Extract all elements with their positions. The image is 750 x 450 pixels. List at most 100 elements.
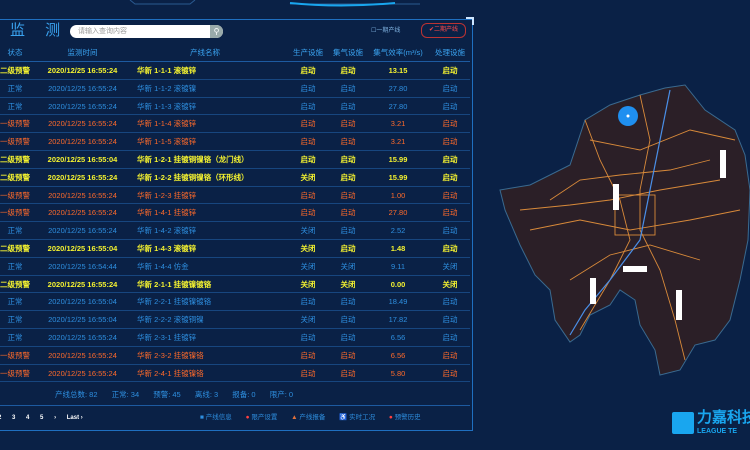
cell-treat: 启动	[442, 297, 458, 307]
cell-eff: 1.48	[390, 244, 406, 253]
cell-name: 华新 2-4-1 挂镀镍铬	[137, 368, 204, 378]
phase1-checkbox[interactable]: ☐一期产线	[371, 27, 400, 35]
cell-prod: 启动	[300, 333, 316, 342]
cell-prod: 启动	[300, 190, 316, 200]
col-name: 产线名称	[190, 48, 220, 57]
cell-time: 2020/12/25 16:55:24	[48, 226, 117, 236]
table-row[interactable]: 一级预警 2020/12/25 16:55:24 华新 2-4-1 挂镀镍铬 启动 启动…	[0, 365, 470, 383]
cell-time: 2020/12/25 16:55:24	[48, 137, 117, 147]
cell-time: 2020/12/25 16:55:24	[48, 368, 117, 378]
table-row[interactable]: 正常 2020/12/25 16:54:44 华新 1-4-4 仿金 关闭 关闭 9.11…	[0, 258, 470, 276]
legend: ■ 产线信息 ● 限产设置 ▲ 产线报备 ♿ 实时工况 ● 预警历史	[200, 413, 433, 422]
cell-prod: 启动	[300, 101, 316, 111]
table-row[interactable]: 一级预警 2020/12/25 16:55:24 华新 1-4-1 挂镀锌 启动 启动 2…	[0, 204, 470, 223]
cell-status: 二级预警	[0, 66, 30, 75]
search-input[interactable]: 请输入查询内容	[78, 28, 127, 35]
table-row[interactable]: 二级预警 2020/12/25 16:55:24 华新 2-1-1 挂镀镍镀铬 关闭 关…	[0, 276, 470, 294]
page-3[interactable]: 3	[12, 415, 16, 421]
table-row[interactable]: 二级预警 2020/12/25 16:55:04 华新 1-4-3 滚镀锌 关闭 启动 1…	[0, 240, 470, 258]
page-2[interactable]: 2	[0, 415, 1, 421]
cell-status: 正常	[7, 333, 23, 342]
table-row[interactable]: 正常 2020/12/25 16:55:04 华新 2-2-2 滚镀铜镍 关闭 启动 17…	[0, 311, 470, 329]
region-map[interactable]	[490, 80, 750, 380]
cell-status: 一级预警	[0, 119, 30, 129]
summary-offline: 离线: 3	[194, 390, 219, 399]
pagination: 2 3 4 5 › Last ›	[0, 414, 92, 422]
search-icon[interactable]: ⚲	[210, 25, 223, 38]
legend-realtime[interactable]: ♿ 实时工况	[339, 414, 375, 421]
legend-limit[interactable]: ● 限产设置	[246, 414, 278, 421]
cell-status: 正常	[7, 83, 23, 93]
page-5[interactable]: 5	[40, 415, 44, 421]
table-row[interactable]: 一级预警 2020/12/25 16:55:24 华新 1-2-3 挂镀锌 启动 启动 1…	[0, 187, 470, 205]
table-row[interactable]: 一级预警 2020/12/25 16:55:24 华新 1-1-4 滚镀锌 启动 启动 3…	[0, 115, 470, 134]
cell-gas: 启动	[340, 83, 356, 93]
cell-time: 2020/12/25 16:55:24	[48, 101, 117, 111]
cell-status: 二级预警	[0, 244, 30, 253]
cell-gas: 启动	[340, 137, 356, 147]
cell-prod: 关闭	[300, 244, 316, 253]
cell-gas: 启动	[340, 101, 356, 111]
cell-time: 2020/12/25 16:55:04	[48, 315, 117, 325]
table-row[interactable]: 二级预警 2020/12/25 16:55:24 华新 1-2-2 挂镀铜镍铬（环形…	[0, 169, 470, 187]
next-page[interactable]: ›	[54, 415, 57, 421]
cell-name: 华新 1-4-2 滚镀锌	[137, 226, 197, 236]
cell-eff: 6.56	[390, 350, 406, 360]
table-row[interactable]: 正常 2020/12/25 16:55:24 华新 1-1-3 滚镀锌 启动 启动 27.…	[0, 98, 470, 116]
table-row[interactable]: 正常 2020/12/25 16:55:24 华新 2-3-1 挂镀锌 启动 启动 6.5…	[0, 329, 470, 347]
table-row[interactable]: 正常 2020/12/25 16:55:24 华新 1-1-2 滚镀镍 启动 启动 27.…	[0, 80, 470, 98]
legend-history[interactable]: ● 预警历史	[389, 414, 421, 421]
stop-circle-icon: ●	[245, 414, 250, 421]
cell-name: 华新 2-3-1 挂镀锌	[137, 333, 197, 342]
cell-prod: 启动	[300, 83, 316, 93]
cell-time: 2020/12/25 16:55:04	[48, 297, 117, 307]
cell-time: 2020/12/25 16:55:24	[48, 208, 117, 218]
cell-treat: 启动	[442, 315, 458, 325]
cell-prod: 关闭	[300, 279, 316, 289]
cell-gas: 启动	[340, 244, 356, 253]
cell-gas: 启动	[340, 350, 356, 360]
cell-gas: 启动	[340, 333, 356, 342]
table-row[interactable]: 二级预警 2020/12/25 16:55:24 华新 1-1-1 滚镀锌 启动 启动 1…	[0, 62, 470, 80]
table-row[interactable]: 正常 2020/12/25 16:55:04 华新 2-2-1 挂镀镍镀铬 启动 启动 1…	[0, 293, 470, 312]
legend-label: 预警历史	[394, 414, 421, 421]
cell-gas: 启动	[340, 66, 356, 75]
table-row[interactable]: 一级预警 2020/12/25 16:55:24 华新 2-3-2 挂镀镍铬 启动 启动…	[0, 347, 470, 365]
table-row[interactable]: 二级预警 2020/12/25 16:55:04 华新 1-2-1 挂镀铜镍铬（龙门…	[0, 151, 470, 169]
legend-label: 实时工况	[349, 414, 376, 421]
cell-status: 正常	[7, 315, 23, 325]
checkbox-icon: ☐	[371, 28, 377, 34]
last-page[interactable]: Last ›	[66, 415, 83, 421]
cell-prod: 关闭	[300, 172, 316, 182]
summary-report: 报备: 0	[232, 390, 256, 399]
cell-treat: 启动	[442, 137, 458, 147]
phase2-checkbox[interactable]: ✔二期产线	[421, 23, 466, 38]
cell-time: 2020/12/25 16:55:24	[47, 66, 118, 75]
search-box[interactable]: 请输入查询内容 ⚲	[70, 25, 223, 38]
legend-label: 产线信息	[205, 414, 232, 421]
cell-time: 2020/12/25 16:55:04	[47, 155, 118, 164]
summary-bar: 产线总数: 82 正常: 34 预警: 45 离线: 3 报备: 0 限产: 0	[55, 390, 305, 400]
cell-prod: 关闭	[300, 315, 316, 325]
legend-label: 产线报备	[299, 414, 326, 421]
cell-gas: 启动	[340, 155, 356, 164]
cell-treat: 启动	[442, 101, 458, 111]
cell-prod: 启动	[300, 155, 316, 164]
page-4[interactable]: 4	[26, 415, 30, 421]
legend-label: 限产设置	[251, 414, 278, 421]
table-row[interactable]: 正常 2020/12/25 16:55:24 华新 1-4-2 滚镀锌 关闭 启动 2.5…	[0, 222, 470, 240]
summary-normal: 正常: 34	[111, 390, 140, 399]
cell-eff: 3.21	[390, 119, 406, 129]
table-row[interactable]: 一级预警 2020/12/25 16:55:24 华新 1-1-5 滚镀锌 启动 启动 3…	[0, 133, 470, 151]
cell-treat: 关闭	[442, 279, 458, 289]
cell-time: 2020/12/25 16:55:24	[47, 172, 118, 182]
cell-eff: 0.00	[390, 279, 406, 289]
cell-eff: 15.99	[388, 155, 408, 164]
legend-report[interactable]: ▲ 产线报备	[291, 414, 325, 421]
cell-prod: 启动	[300, 119, 316, 129]
cell-gas: 启动	[340, 119, 356, 129]
cell-treat: 启动	[442, 350, 458, 360]
cell-treat: 启动	[442, 333, 458, 342]
legend-line-info[interactable]: ■ 产线信息	[200, 414, 232, 421]
cell-treat: 启动	[442, 208, 458, 218]
